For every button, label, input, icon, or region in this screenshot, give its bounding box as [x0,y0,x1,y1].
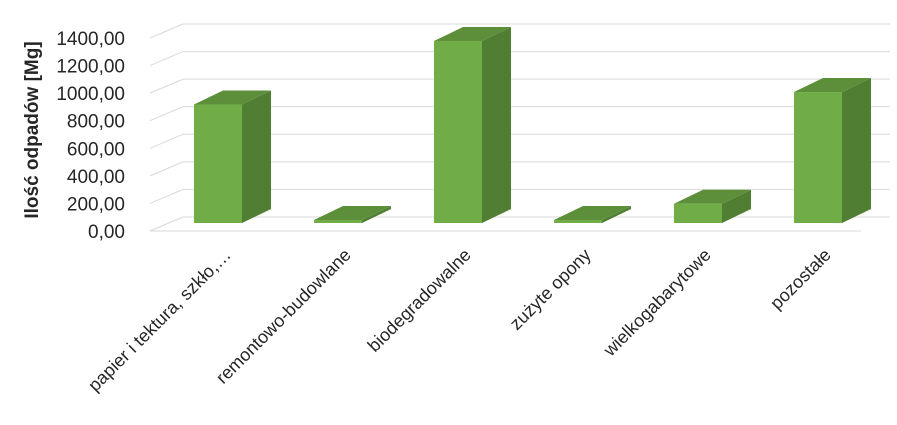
bar-front [314,220,362,223]
bar [434,27,511,224]
bar-top [434,27,511,42]
grid-line-side [149,216,184,232]
bar [794,78,871,224]
grid-line-side [149,23,184,39]
grid-line-side [149,78,184,94]
grid-line-side [149,188,184,204]
y-tick-label: 1200,00 [56,57,125,78]
bar [674,189,751,223]
y-tick-label: 600,00 [67,139,125,160]
grid-line-side [149,51,184,67]
bars [194,27,871,224]
bar-side [362,206,391,223]
y-tick-label: 400,00 [67,167,125,188]
x-tick-label: biodegradowalne [364,245,475,356]
grid-line-side [149,133,184,149]
y-tick-label: 800,00 [67,112,125,133]
x-tick-label: zużyte opony [506,245,595,334]
bar-top [194,90,271,105]
y-tick-label: 200,00 [67,194,125,215]
bar-side [722,189,751,223]
bar [314,206,391,223]
x-axis-labels: papier i tektura, szkło,…remontowo-budow… [84,245,835,396]
bar-side [242,90,271,223]
y-tick-label: 0,00 [88,222,125,243]
y-axis-ticks: 0,00 200,00 400,00 600,00 800,00 1000,00 1200,… [56,29,125,243]
bar-front [434,41,482,224]
bar-front [674,203,722,223]
y-axis-label: Ilość odpadów [Mg] [22,41,43,218]
bar-side [482,27,511,224]
bar-side [842,78,871,224]
x-tick-label: wielkogabarytowe [599,245,715,361]
y-tick-label: 1000,00 [56,84,125,105]
grid-line-side [149,106,184,122]
bar-front [554,220,602,223]
grid-line-side [149,161,184,177]
bar-top [674,189,751,204]
y-tick-label: 1400,00 [56,29,125,50]
bar-top [794,78,871,93]
grid-lines [149,23,890,232]
bar-top [314,206,391,220]
bar-side [602,206,631,223]
x-tick-label: pozostałe [766,245,835,314]
bar-front [194,104,242,223]
bar [554,206,631,223]
bar-top [554,206,631,220]
bar [194,90,271,223]
bar-front [794,92,842,224]
x-tick-label: remontowo-budowlane [212,245,355,388]
